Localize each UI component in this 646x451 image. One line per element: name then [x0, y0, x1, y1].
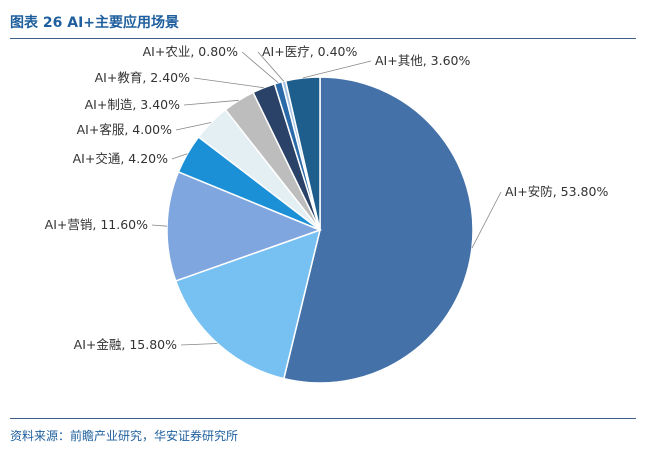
leader-line [302, 60, 372, 79]
leader-line [241, 51, 279, 84]
slice-label: AI+安防, 53.80% [505, 184, 608, 199]
slice-label: AI+农业, 0.80% [143, 44, 238, 59]
leader-line [151, 224, 168, 227]
slice-label: AI+客服, 4.00% [77, 122, 172, 137]
slice-label: AI+交通, 4.20% [73, 151, 168, 166]
leader-line [193, 77, 264, 89]
leader-line [180, 343, 218, 346]
figure-title: 图表 26 AI+主要应用场景 [10, 15, 180, 31]
leader-line [171, 153, 188, 160]
pie-slice [282, 76, 474, 384]
slice-label: AI+其他, 3.60% [375, 53, 470, 68]
slice-label: AI+营销, 11.60% [45, 217, 148, 232]
leader-line [471, 191, 502, 249]
leader-line [183, 99, 239, 106]
pie-slice [174, 228, 322, 380]
slice-label: AI+金融, 15.80% [74, 337, 177, 352]
leader-line [175, 122, 212, 131]
pie-slice [166, 170, 323, 282]
top-rule [10, 38, 636, 39]
slice-label: AI+制造, 3.40% [85, 97, 180, 112]
slice-label: AI+医疗, 0.40% [262, 44, 357, 59]
source-note: 资料来源：前瞻产业研究，华安证券研究所 [10, 429, 239, 443]
slice-label: AI+教育, 2.40% [95, 70, 190, 85]
bottom-rule [10, 418, 636, 419]
leader-line [257, 51, 285, 82]
